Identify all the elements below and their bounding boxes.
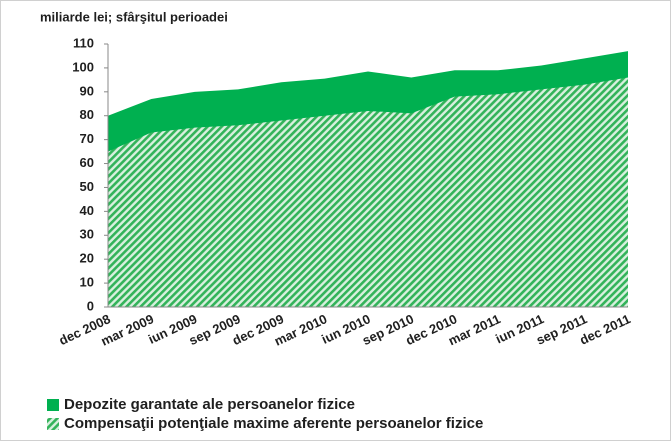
legend-swatch — [47, 399, 59, 411]
legend-label: Depozite garantate ale persoanelor fizic… — [64, 396, 355, 413]
y-tick-label: 60 — [80, 155, 94, 170]
y-tick-label: 110 — [73, 35, 94, 50]
legend-swatch — [47, 418, 59, 430]
chart-subtitle: miliarde lei; sfârşitul perioadei — [40, 9, 228, 24]
y-tick-label: 50 — [80, 179, 94, 194]
y-tick-label: 0 — [87, 298, 94, 313]
y-tick-label: 40 — [80, 203, 94, 218]
y-tick-label: 30 — [80, 227, 94, 242]
y-tick-label: 80 — [80, 107, 94, 122]
y-tick-label: 20 — [80, 251, 94, 266]
y-tick-label: 90 — [80, 83, 94, 98]
legend-label: Compensaţii potenţiale maxime aferente p… — [64, 415, 483, 432]
area — [108, 77, 628, 308]
y-tick-label: 10 — [80, 275, 94, 290]
y-tick-label: 70 — [80, 131, 94, 146]
y-tick-label: 100 — [72, 59, 94, 74]
